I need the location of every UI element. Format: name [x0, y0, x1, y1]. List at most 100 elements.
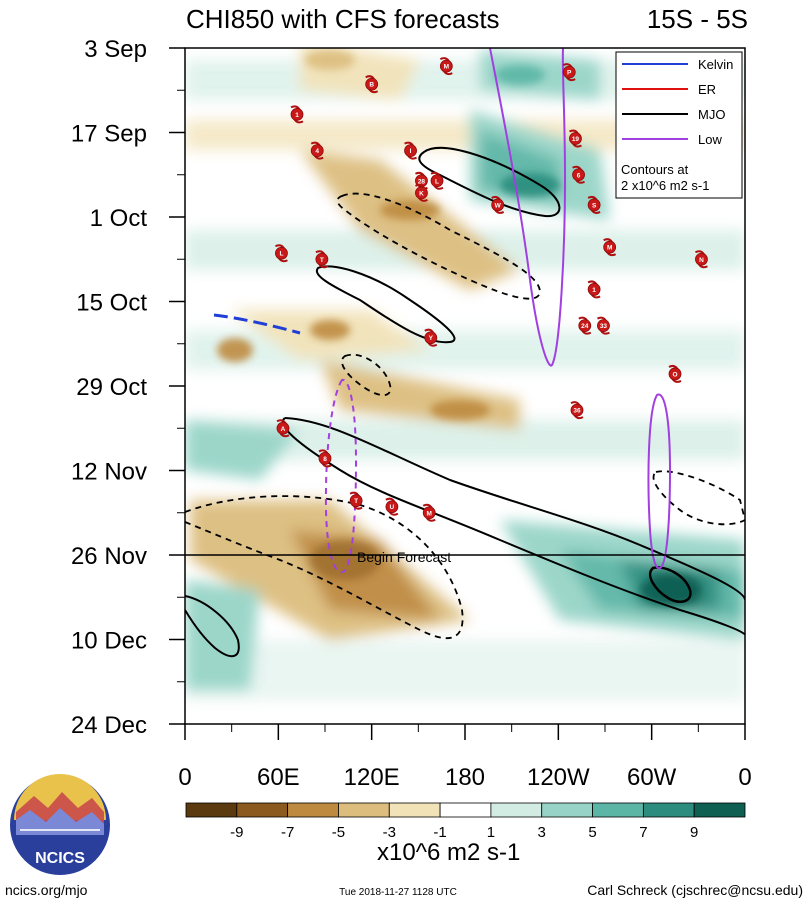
x-tick-label: 0 [178, 764, 191, 791]
y-tick-label: 10 Dec [71, 628, 147, 655]
colorbar-label: -5 [332, 824, 345, 841]
y-tick-label: 12 Nov [71, 459, 147, 486]
mjo-contour [648, 566, 692, 603]
low-contour-dashed [324, 379, 358, 574]
storm-marker-label: 33 [600, 323, 608, 330]
storm-marker-label: M [444, 64, 449, 71]
legend-label: Kelvin [698, 57, 733, 72]
storm-marker-label: 24 [581, 323, 589, 330]
storm-marker: 8 [318, 449, 332, 468]
storm-marker: W [491, 195, 505, 214]
storm-marker-label: K [419, 190, 424, 197]
colorbar-swatch [236, 802, 289, 818]
storm-marker-label: M [607, 245, 612, 252]
storm-marker: U [385, 497, 399, 516]
colorbar-swatch [490, 802, 543, 818]
storm-marker-label: 1 [295, 112, 299, 119]
mjo-contour [418, 146, 561, 218]
y-tick-label: 15 Oct [76, 290, 147, 317]
latitude-range: 15S - 5S [647, 4, 748, 34]
storm-marker: T [349, 491, 363, 510]
legend-label: Low [698, 132, 722, 147]
storm-marker-label: 1 [592, 287, 596, 294]
colorbar-label: -1 [433, 824, 446, 841]
storm-marker: 6 [572, 165, 586, 184]
storm-marker-label: S [592, 202, 597, 209]
storm-marker: 24 [578, 316, 592, 335]
legend-note-line2: 2 x10^6 m2 s-1 [621, 178, 709, 193]
low-contour [647, 393, 672, 570]
storm-marker: P [562, 63, 576, 82]
storm-marker: A [276, 419, 290, 438]
storm-marker-label: W [495, 202, 502, 209]
legend-label: MJO [698, 107, 725, 122]
storm-marker-label: I [410, 148, 412, 155]
legend: Kelvin ER MJO Low Contours at 2 x10^6 m2 s-… [615, 51, 743, 199]
storm-marker: 33 [596, 316, 610, 335]
mjo-contour [185, 595, 240, 658]
ncics-logo: NCICS [10, 774, 110, 875]
y-tick-label: 24 Dec [71, 712, 147, 739]
storm-marker: 1 [290, 105, 304, 124]
colorbar-label: 9 [690, 824, 698, 841]
storm-marker-label: T [320, 257, 324, 264]
forecast-label: Begin Forecast [357, 549, 451, 565]
legend-note-line1: Contours at [621, 162, 689, 177]
kelvin-contour [213, 313, 301, 335]
colorbar-label: -3 [383, 824, 396, 841]
mjo-contour [315, 265, 456, 344]
x-tick-label: 0 [738, 764, 751, 791]
x-tick-label: 180 [445, 764, 485, 791]
storm-marker-label: U [390, 504, 395, 511]
storm-marker: M [422, 503, 436, 522]
low-contour [489, 48, 567, 367]
storm-marker-label: T [354, 498, 358, 505]
storm-marker-label: M [427, 510, 432, 517]
storm-marker: K [414, 183, 428, 202]
storm-marker-label: 4 [315, 148, 319, 155]
storm-marker: I [404, 141, 418, 160]
logo-text: NCICS [35, 850, 85, 867]
storm-marker-label: 19 [572, 136, 580, 143]
x-tick-label: 60E [257, 764, 300, 791]
colorbar-label: -9 [230, 824, 243, 841]
storm-marker: T [315, 250, 329, 269]
storm-marker-label: L [279, 251, 283, 258]
x-axis: 0 60E 120E 180 120W 60W 0 [178, 724, 752, 791]
y-tick-label: 1 Oct [90, 205, 148, 232]
colorbar-label: 7 [639, 824, 647, 841]
footer-author: Carl Schreck (cjschrec@ncsu.edu) [587, 882, 803, 898]
colorbar-units: x10^6 m2 s-1 [377, 839, 520, 866]
y-axis: 3 Sep 17 Sep 1 Oct 15 Oct 29 Oct 12 Nov 26 Nov… [71, 36, 185, 739]
x-tick-label: 60W [627, 764, 677, 791]
storm-marker: L [430, 171, 444, 190]
storm-marker: N [694, 250, 708, 269]
colorbar-swatch [541, 802, 593, 818]
x-tick-label: 120E [344, 764, 400, 791]
colorbar-swatch [439, 802, 492, 818]
storm-marker-label: 36 [573, 408, 581, 415]
y-tick-label: 3 Sep [84, 36, 147, 63]
chart-title: CHI850 with CFS forecasts [186, 4, 500, 34]
colorbar-swatch [185, 802, 238, 818]
storm-marker: O [668, 364, 682, 383]
colorbar-label: 1 [487, 824, 495, 841]
mjo-contour-dashed [341, 353, 392, 397]
storm-marker-label: 28 [418, 178, 426, 185]
y-tick-label: 26 Nov [71, 543, 147, 570]
storm-marker-label: L [435, 178, 439, 185]
colorbar-label: 3 [538, 824, 546, 841]
mjo-contour [284, 417, 745, 601]
y-tick-label: 29 Oct [76, 374, 147, 401]
colorbar-label: 5 [588, 824, 596, 841]
mjo-contour-dashed [652, 470, 745, 526]
storm-marker-label: 8 [323, 456, 327, 463]
storm-marker: L [274, 244, 288, 263]
storm-marker: 19 [568, 129, 582, 148]
mjo-contour-dashed [336, 192, 541, 300]
legend-box [615, 51, 743, 199]
colorbar-swatch [338, 802, 390, 818]
colorbar-swatch [642, 802, 695, 818]
storm-marker: 1 [587, 280, 601, 299]
